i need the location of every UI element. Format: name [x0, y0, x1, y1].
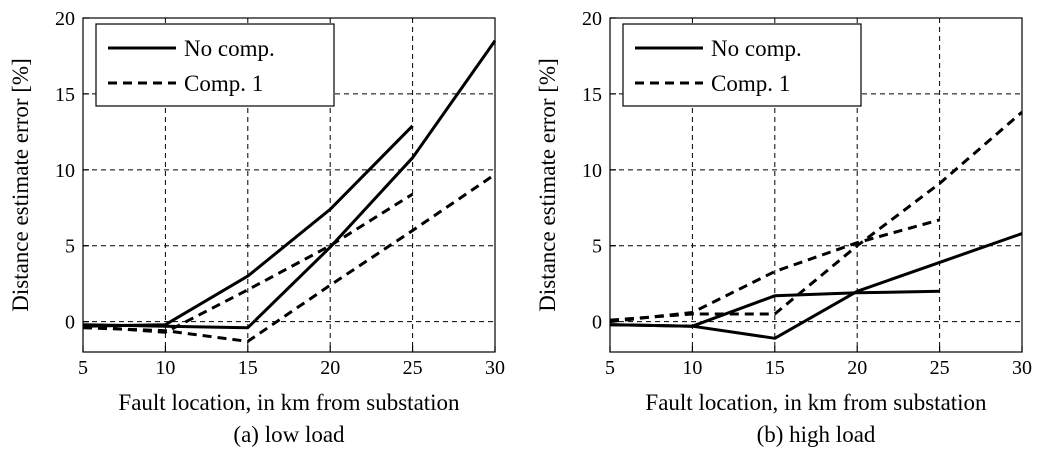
y-tick-label: 20 [55, 8, 75, 30]
x-tick-label: 25 [930, 357, 950, 379]
x-axis-label: Fault location, in km from substation [645, 390, 987, 415]
x-tick-label: 10 [155, 357, 175, 379]
y-tick-label: 20 [582, 8, 602, 30]
plot-frame [609, 17, 1023, 353]
x-tick-label: 25 [403, 357, 423, 379]
y-tick-label: 15 [55, 84, 75, 106]
x-tick-label: 10 [682, 357, 702, 379]
series-line-comp1-2 [609, 218, 940, 324]
y-tick-label: 10 [582, 160, 602, 182]
legend: No comp. Comp. 1 [622, 23, 862, 107]
plot-frame [82, 17, 496, 353]
x-tick-label: 15 [238, 357, 258, 379]
x-tick-label: 20 [847, 357, 867, 379]
legend-box [622, 23, 862, 107]
legend-label: No comp. [711, 36, 802, 61]
y-axis-label: Distance estimate error [%] [535, 58, 560, 312]
y-axis-label: Distance estimate error [%] [8, 58, 33, 312]
x-tick-label: 30 [485, 357, 505, 379]
x-tick-label: 5 [605, 357, 615, 379]
legend-label: Comp. 1 [711, 71, 790, 96]
legend: No comp. Comp. 1 [95, 23, 335, 107]
x-axis-label: Fault location, in km from substation [118, 390, 460, 415]
panel-a-low-load: 5 10 15 20 25 30 0 5 10 15 20 Fault location, in km… [8, 8, 505, 447]
y-tick-label: 5 [65, 236, 75, 258]
panel-caption: (a) low load [233, 422, 345, 447]
y-tick-label: 5 [592, 236, 602, 258]
x-tick-label: 5 [78, 357, 88, 379]
y-tick-label: 0 [65, 312, 75, 334]
series-line-comp1-3 [82, 173, 496, 343]
x-tick-label: 20 [320, 357, 340, 379]
panel-caption: (b) high load [757, 422, 876, 447]
x-tick-label: 30 [1012, 357, 1032, 379]
legend-box [95, 23, 335, 107]
series-line-comp1-3 [609, 110, 1023, 322]
legend-label: Comp. 1 [184, 71, 263, 96]
y-tick-label: 10 [55, 160, 75, 182]
series-line-comp1-2 [82, 192, 414, 334]
x-tick-label: 15 [765, 357, 785, 379]
y-tick-label: 0 [592, 312, 602, 334]
series-line-nocomp-1 [609, 232, 1023, 340]
series-line-nocomp-1 [82, 39, 497, 330]
panel-b-high-load: 5 10 15 20 25 30 0 5 10 15 20 Fault location, in km… [535, 8, 1032, 447]
legend-label: No comp. [184, 36, 275, 61]
y-tick-label: 15 [582, 84, 602, 106]
